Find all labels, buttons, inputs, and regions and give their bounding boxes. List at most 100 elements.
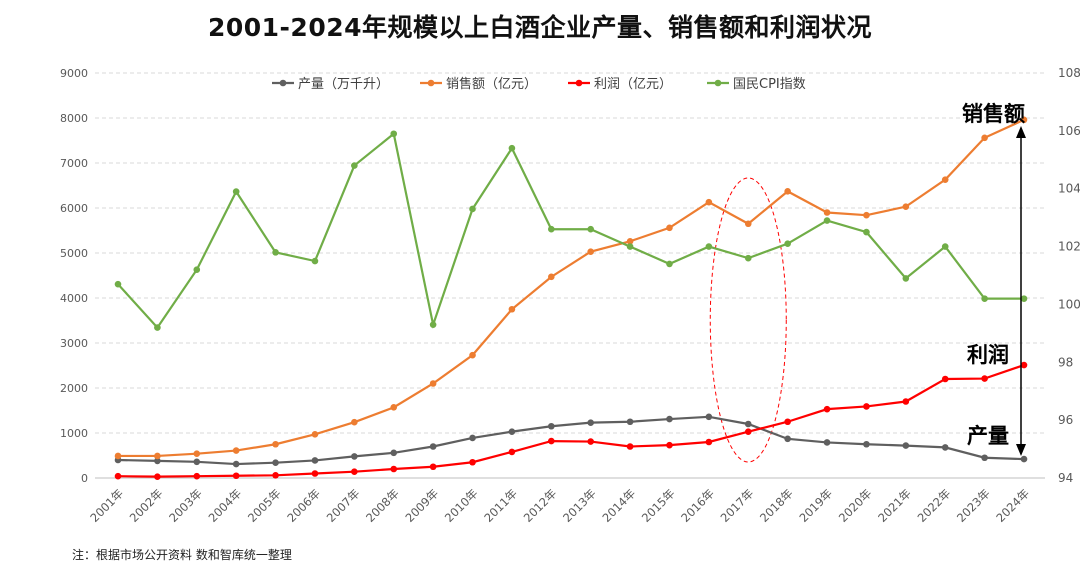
y-left-tick-label: 1000 [60,427,88,440]
series-point [626,443,634,450]
range-arrow-head-down [1016,444,1026,456]
series-point [705,438,713,446]
series-point [941,375,949,383]
series-point [981,134,988,142]
series-point [469,458,476,466]
x-tick-label: 2008年 [363,486,402,525]
series-line [117,131,1024,330]
legend-marker [714,79,722,87]
series-point [981,295,988,302]
series-point [154,457,161,465]
series-point [626,243,634,250]
annotation-profit: 利润 [967,343,1009,367]
x-tick-label: 2003年 [166,486,205,525]
y-right-tick-label: 108 [1058,66,1080,80]
series-point [508,144,516,152]
x-tick-label: 2017年 [718,486,757,525]
y-right-tick-label: 98 [1058,355,1073,369]
series-point [508,305,516,313]
series-line [117,415,1025,466]
series-point [311,457,319,464]
series-point [311,470,319,477]
legend-label: 销售额（亿元） [446,76,537,92]
series-point [941,243,949,250]
x-tick-label: 2016年 [678,486,717,525]
y-right-tick-label: 96 [1058,413,1073,427]
series-point [232,447,240,454]
x-tick-label: 2002年 [127,486,166,525]
series-point [193,450,201,458]
series-point [390,465,398,473]
x-tick-label: 2014年 [599,486,638,525]
series-point [863,440,870,448]
series-point [154,324,161,331]
series-point [232,472,240,480]
annotation-output: 产量 [967,424,1009,448]
series-point [114,452,122,460]
series-point [429,380,437,387]
series-point [941,176,949,183]
series-point [626,418,634,426]
series-point [114,472,122,480]
x-tick-label: 2005年 [245,486,284,525]
x-tick-label: 2010年 [442,486,481,525]
series-point [587,248,594,255]
series-point [941,444,949,451]
series-point [272,440,279,448]
series-point [390,404,398,411]
y-left-tick-label: 8000 [60,112,88,125]
series-point [429,443,437,450]
series-point [744,254,752,262]
y-right-tick-label: 94 [1058,471,1073,485]
series-point [469,205,476,213]
series-point [744,220,752,228]
series-point [823,439,831,446]
series-point [902,398,910,405]
x-tick-label: 2011年 [481,486,520,525]
x-tick-label: 2013年 [560,486,599,525]
y-left-tick-label: 7000 [60,157,88,170]
x-tick-label: 2009年 [403,486,442,525]
series-point [587,419,594,426]
chart-title: 2001-2024年规模以上白酒企业产量、销售额和利润状况 [207,13,873,42]
series-point [232,460,240,468]
series-point [863,228,870,236]
series-point [784,240,791,247]
series-point [705,413,713,421]
series-point [232,188,240,195]
legend-label: 利润（亿元） [594,77,672,92]
series-point [666,441,673,449]
series-point [1020,455,1028,463]
series-point [666,415,673,423]
series-point [902,275,910,282]
series-point [784,418,791,426]
legend-marker [279,79,287,87]
series-point [193,266,201,274]
series-line [118,118,1025,458]
series-point [744,428,752,435]
highlight-ellipse [709,177,787,463]
legend-label: 国民CPI指数 [733,77,806,92]
x-tick-label: 2020年 [836,486,875,525]
y-left-tick-label: 0 [81,472,88,485]
annotation-sales: 销售额 [962,102,1025,126]
series-point [508,448,516,456]
x-tick-label: 2006年 [284,486,323,525]
series-point [193,458,201,466]
series-point [390,449,398,457]
series-point [469,351,476,359]
y-left-tick-label: 3000 [60,337,88,350]
series-point [587,438,594,445]
series-point [429,463,437,471]
series-point [193,472,201,480]
series-point [429,321,437,328]
series-point [705,198,713,206]
series-point [272,249,279,256]
series-point [272,472,279,479]
series-point [587,225,594,233]
series-point [548,422,555,430]
series-point [390,130,398,138]
series-point [1020,295,1028,302]
series-point [1020,361,1028,369]
x-tick-label: 2012年 [521,486,560,525]
